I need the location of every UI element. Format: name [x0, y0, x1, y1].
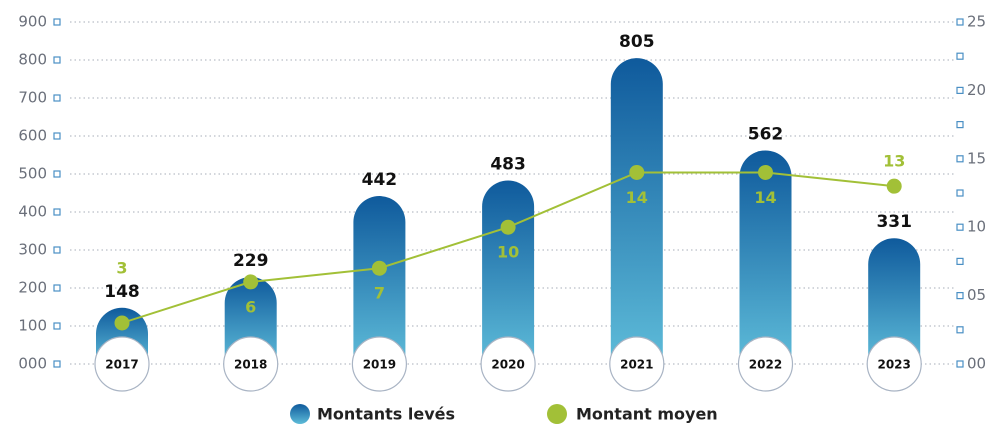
bar-value-label: 229: [233, 251, 269, 271]
bar-value-label: 331: [876, 212, 912, 232]
bar-value-label: 148: [104, 282, 140, 302]
x-tick-label: 2018: [234, 358, 267, 372]
y2-tick-label: 15: [967, 149, 986, 167]
x-tick-label: 2019: [363, 358, 396, 372]
legend-swatch: [547, 404, 567, 424]
x-tick-label: 2023: [877, 358, 910, 372]
y2-tick-label: 00: [967, 355, 986, 373]
line-value-label: 10: [497, 243, 519, 262]
line-value-label: 14: [754, 188, 776, 207]
year-badge: [737, 336, 794, 392]
legend-swatch: [290, 404, 310, 424]
bar: [482, 180, 535, 364]
year-badge: [223, 336, 279, 392]
y-tick-mark: [53, 322, 61, 330]
y-tick-label: 800: [18, 51, 47, 69]
y-tick-label: 500: [18, 165, 47, 183]
y-tick-label: 200: [18, 279, 47, 297]
bar-value-label: 483: [490, 154, 526, 174]
y2-minor-mark: [956, 189, 964, 197]
line-point: [114, 315, 130, 331]
year-badge: [351, 336, 407, 392]
y2-tick-mark: [956, 86, 964, 95]
x-tick-label: 2022: [749, 358, 782, 372]
y-tick-mark: [53, 132, 61, 140]
line-value-label: 7: [374, 284, 385, 303]
y-tick-label: 000: [18, 355, 47, 373]
bar: [868, 238, 921, 364]
line-point: [371, 260, 387, 276]
line-point: [500, 219, 516, 235]
y2-minor-mark: [956, 120, 964, 129]
bar: [739, 150, 792, 364]
x-tick-label: 2017: [105, 358, 138, 372]
y2-minor-mark: [956, 326, 964, 334]
y-tick-mark: [53, 170, 61, 178]
y-tick-label: 900: [18, 13, 47, 31]
line-point: [758, 164, 773, 180]
line-point: [243, 274, 259, 290]
line-point: [886, 178, 902, 194]
y-tick-mark: [53, 284, 61, 292]
bar-value-label: 805: [619, 32, 655, 52]
year-badge: [866, 336, 922, 392]
y2-tick-label: 10: [967, 218, 986, 236]
y2-minor-mark: [956, 52, 964, 60]
x-tick-label: 2021: [620, 358, 653, 372]
y-tick-label: 600: [18, 127, 47, 145]
y2-tick-label: 05: [967, 286, 986, 304]
y-tick-mark: [53, 246, 61, 254]
bar-value-label: 442: [362, 170, 398, 190]
line-value-label: 6: [245, 297, 256, 316]
y-tick-mark: [53, 208, 61, 216]
legend-label: Montant moyen: [576, 405, 718, 424]
y2-tick-mark: [956, 155, 964, 163]
y2-tick-mark: [956, 223, 964, 231]
y-tick-mark: [53, 94, 61, 102]
year-badge: [94, 336, 150, 392]
line-value-label: 13: [883, 152, 905, 171]
legend-label: Montants levés: [317, 405, 455, 424]
bar-value-label: 562: [748, 124, 784, 144]
y-tick-label: 100: [18, 317, 47, 335]
y2-tick-label: 20: [967, 81, 986, 99]
y2-minor-mark: [956, 257, 964, 265]
y-tick-mark: [53, 56, 61, 64]
y-tick-label: 700: [18, 89, 47, 107]
y-tick-label: 300: [18, 241, 47, 259]
bar: [353, 196, 406, 364]
y2-tick-mark: [956, 18, 964, 26]
y2-tick-mark: [956, 360, 964, 368]
y2-tick-mark: [956, 292, 964, 300]
y2-tick-label: 25: [967, 13, 986, 31]
bar: [610, 58, 663, 364]
year-badge: [609, 336, 665, 392]
line-point: [629, 164, 645, 180]
line-value-label: 14: [626, 188, 648, 207]
x-tick-label: 2020: [491, 358, 524, 372]
y-tick-mark: [53, 18, 61, 26]
y-tick-label: 400: [18, 203, 47, 221]
y-tick-mark: [53, 360, 61, 368]
year-badge: [480, 336, 536, 392]
line-value-label: 3: [116, 258, 127, 277]
